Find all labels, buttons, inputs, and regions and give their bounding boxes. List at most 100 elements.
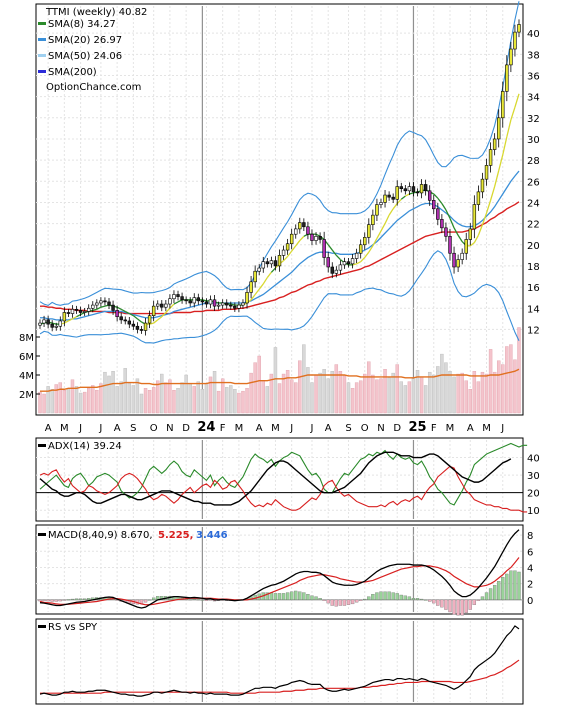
- candle-body: [488, 149, 493, 166]
- candle-body: [354, 252, 359, 259]
- volume-bar: [172, 390, 176, 414]
- volume-bar: [58, 382, 63, 414]
- month-label: N: [166, 423, 173, 434]
- volume-bar: [87, 388, 91, 414]
- volume-bar: [212, 371, 217, 414]
- candle-body: [387, 194, 391, 198]
- candle-body: [281, 249, 286, 256]
- candle-body: [50, 323, 54, 328]
- month-label: F: [431, 423, 437, 434]
- candle-body: [212, 299, 217, 307]
- volume-bar: [338, 371, 343, 414]
- volume-bar: [452, 376, 456, 414]
- sma8-segment: [506, 119, 512, 138]
- candle-body: [99, 300, 103, 304]
- macd-tick-label: 0: [527, 596, 533, 607]
- candle-body: [464, 239, 468, 254]
- macd-histogram-bar: [399, 594, 403, 601]
- volume-bar: [115, 386, 119, 414]
- year-label: 25: [408, 420, 426, 435]
- adx-legend-swatch: [38, 444, 46, 447]
- candle-body: [233, 305, 237, 309]
- volume-bar: [492, 371, 497, 414]
- price-tick-label: 38: [527, 50, 540, 61]
- sma8-segment: [485, 200, 492, 214]
- macd-signal-line: [39, 557, 520, 606]
- volume-bars: [38, 327, 521, 414]
- candle-body: [468, 228, 472, 240]
- candle-body: [253, 270, 257, 283]
- month-label: F: [220, 423, 226, 434]
- sma8-segment: [315, 233, 321, 237]
- macd-histogram-bar: [423, 599, 428, 601]
- candle-body: [78, 310, 83, 313]
- volume-bar: [464, 380, 468, 414]
- candle-body: [62, 312, 67, 322]
- volume-bar: [509, 344, 513, 414]
- volume-bar: [387, 377, 391, 414]
- volume-bar: [468, 389, 472, 414]
- macd-histogram-bar: [318, 598, 322, 601]
- volume-bar: [225, 387, 229, 414]
- macd-histogram-bar: [359, 599, 363, 601]
- candle-body: [127, 320, 132, 325]
- volume-bar: [363, 373, 367, 414]
- candle-body: [358, 244, 363, 254]
- candle-body: [513, 31, 517, 50]
- volume-bar: [395, 364, 399, 414]
- volume-bar: [233, 389, 237, 414]
- candle-body: [480, 178, 485, 193]
- volume-bar: [91, 385, 95, 414]
- macd-signal-value: 5.225,: [158, 530, 193, 541]
- macd-histogram-bar: [322, 599, 326, 601]
- candle-body: [115, 310, 119, 318]
- sma8-segment: [477, 224, 484, 236]
- candle-body: [399, 186, 403, 189]
- macd-histogram-bar: [492, 585, 497, 601]
- sma8-segment: [283, 255, 289, 262]
- macd-histogram-bar: [395, 593, 399, 601]
- sma8-segment: [473, 234, 479, 243]
- sma8-segment: [169, 303, 175, 309]
- macd-histogram-bar: [294, 590, 298, 601]
- volume-bar: [298, 360, 302, 414]
- candle-body: [269, 260, 274, 265]
- candle-body: [277, 255, 282, 267]
- macd-histogram-bar: [70, 598, 75, 601]
- macd-histogram-bar: [269, 592, 274, 601]
- candle-body: [517, 24, 521, 33]
- lower-band: [39, 250, 520, 344]
- sma8-segment: [100, 305, 106, 308]
- sma8-segment: [72, 316, 77, 320]
- adx-tick-label: 40: [527, 454, 540, 465]
- price-tick-label: 16: [527, 283, 540, 294]
- adx-tick-label: 10: [527, 506, 540, 517]
- volume-bar: [371, 374, 375, 414]
- macd-histogram-bar: [480, 596, 485, 601]
- sma8-segment: [360, 257, 366, 263]
- volume-bar: [350, 388, 355, 414]
- adx-panel-frame: [35, 437, 524, 522]
- candle-body: [342, 261, 347, 266]
- month-label: A: [45, 423, 52, 434]
- volume-bar: [261, 380, 265, 414]
- volume-bar: [208, 376, 213, 414]
- sma50-line: [40, 201, 520, 315]
- candle-body: [249, 281, 253, 293]
- sma8-segment: [453, 227, 459, 236]
- candle-body: [58, 320, 63, 327]
- sma8-segment: [469, 242, 475, 247]
- macd-histogram-bar: [152, 597, 156, 601]
- macd-histogram-bar: [346, 599, 351, 605]
- month-label: M: [446, 423, 455, 434]
- macd-histogram-bar: [509, 570, 513, 601]
- macd-histogram-bar: [517, 571, 521, 601]
- macd-histogram-bar: [440, 599, 444, 608]
- volume-bar: [294, 382, 298, 414]
- candle-body: [74, 309, 79, 311]
- candle-body: [200, 300, 205, 303]
- macd-tick-label: 6: [527, 547, 533, 558]
- volume-bar: [513, 359, 517, 414]
- month-label: J: [309, 423, 313, 434]
